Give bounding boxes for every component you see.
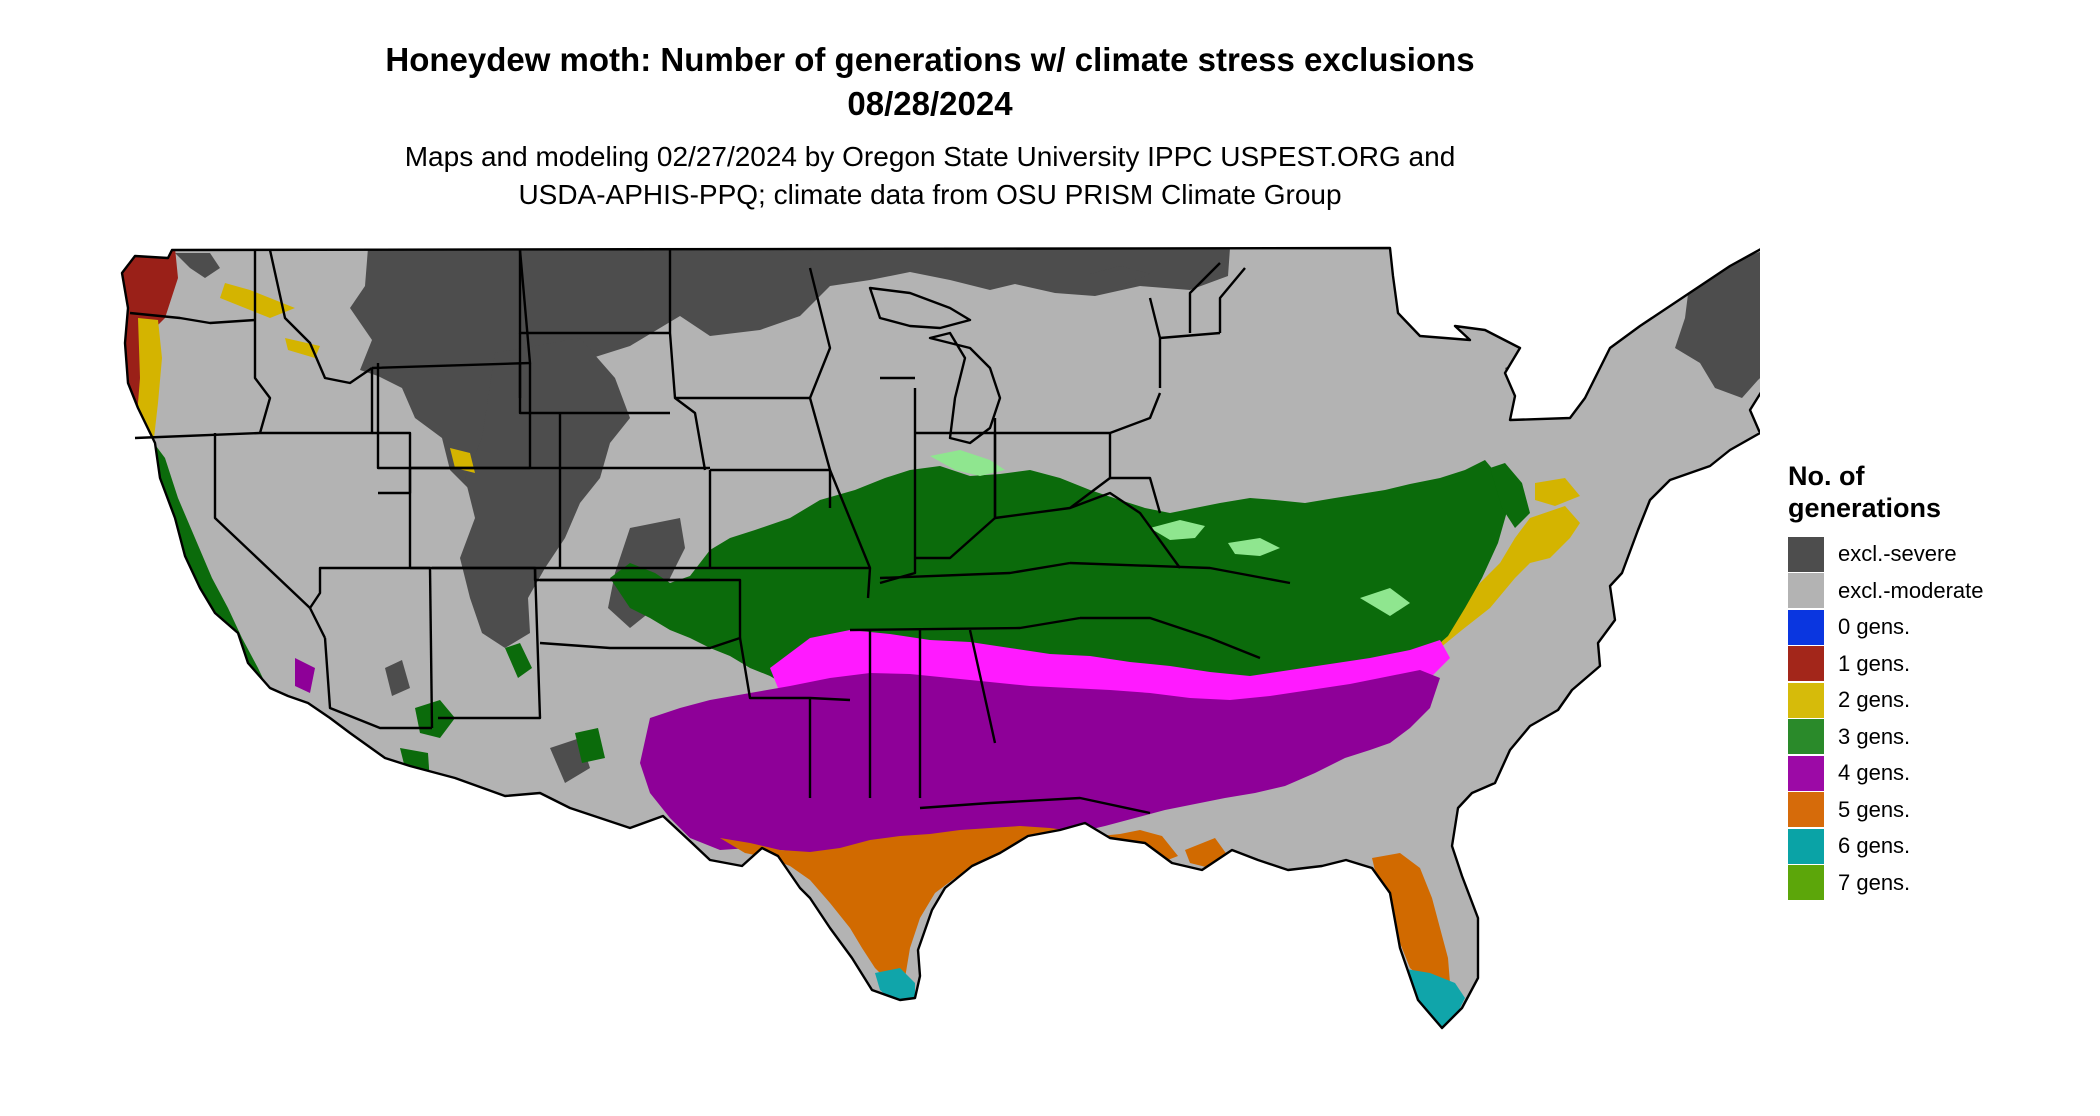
legend-item: 6 gens. — [1788, 828, 2088, 865]
region-excl-severe — [175, 248, 1760, 783]
legend-label: 2 gens. — [1838, 687, 1911, 713]
us-generations-map — [110, 238, 1760, 1108]
legend-item: 7 gens. — [1788, 865, 2088, 902]
legend-item: 1 gens. — [1788, 646, 2088, 683]
legend-label: 0 gens. — [1838, 614, 1911, 640]
legend-label: 3 gens. — [1838, 723, 1911, 749]
legend-label: 5 gens. — [1838, 796, 1911, 822]
legend-item: 5 gens. — [1788, 792, 2088, 829]
map-title: Honeydew moth: Number of generations w/ … — [0, 38, 1860, 126]
legend-label: 6 gens. — [1838, 833, 1911, 859]
map-subtitle: Maps and modeling 02/27/2024 by Oregon S… — [0, 138, 1860, 214]
legend-title-line-2: generations — [1788, 493, 1942, 523]
legend-label: 1 gens. — [1838, 650, 1911, 676]
legend-swatch — [1788, 646, 1824, 682]
legend-swatch — [1788, 573, 1824, 609]
legend-label: excl.-moderate — [1838, 577, 1984, 603]
legend: No. of generations excl.-severe excl.-mod… — [1788, 460, 2088, 901]
legend-swatch — [1788, 682, 1824, 718]
region-3-gen-light — [930, 450, 1410, 616]
subtitle-line-1: Maps and modeling 02/27/2024 by Oregon S… — [404, 141, 1456, 172]
legend-item: excl.-moderate — [1788, 573, 2088, 610]
legend-items: excl.-severe excl.-moderate 0 gens. 1 gens.… — [1788, 536, 2088, 901]
legend-swatch — [1788, 609, 1824, 645]
subtitle-line-2: USDA-APHIS-PPQ; climate data from OSU PR… — [518, 179, 1342, 210]
map-svg — [120, 242, 1760, 1030]
legend-swatch — [1788, 536, 1824, 572]
legend-swatch — [1788, 755, 1824, 791]
legend-label: excl.-severe — [1838, 541, 1957, 567]
legend-swatch — [1788, 719, 1824, 755]
region-7-gen — [1420, 1026, 1436, 1028]
legend-label: 4 gens. — [1838, 760, 1911, 786]
map-regions — [122, 244, 1760, 1028]
legend-title-line-1: No. of — [1788, 461, 1865, 491]
legend-item: 2 gens. — [1788, 682, 2088, 719]
legend-item: excl.-severe — [1788, 536, 2088, 573]
legend-title: No. of generations — [1788, 460, 2088, 524]
region-6-gen — [875, 968, 1465, 1028]
legend-label: 7 gens. — [1838, 869, 1911, 895]
state-borders — [120, 242, 1760, 1030]
legend-swatch — [1788, 865, 1824, 901]
legend-swatch — [1788, 792, 1824, 828]
legend-item: 4 gens. — [1788, 755, 2088, 792]
title-line-1: Honeydew moth: Number of generations w/ … — [385, 41, 1475, 78]
legend-swatch — [1788, 828, 1824, 864]
legend-item: 3 gens. — [1788, 719, 2088, 756]
legend-item: 0 gens. — [1788, 609, 2088, 646]
title-date: 08/28/2024 — [847, 85, 1013, 122]
